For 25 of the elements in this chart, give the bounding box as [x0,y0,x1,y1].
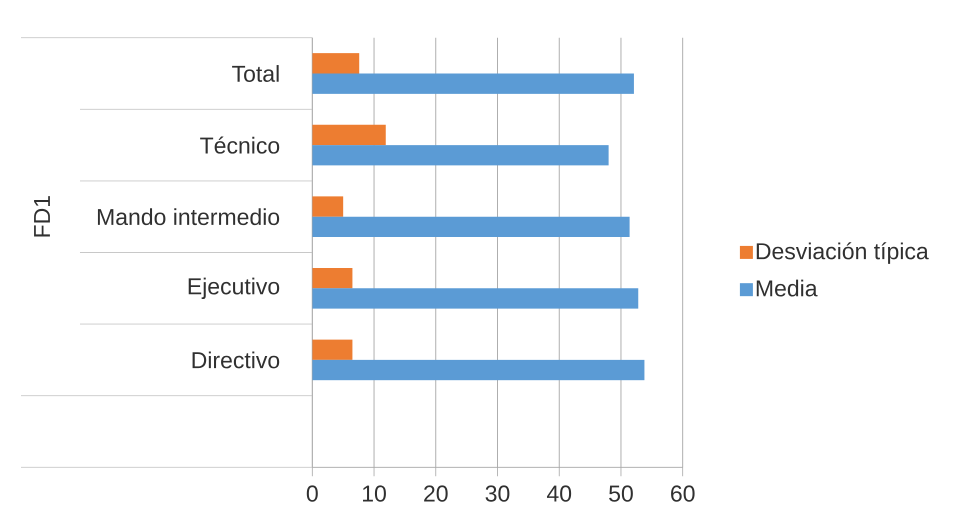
bar [312,74,634,94]
bar [312,196,344,217]
legend-label: Media [756,280,818,296]
bar [312,124,386,146]
x-tick-label: 50 [609,485,633,502]
y-tick-label: Técnico [200,136,280,154]
x-tick-label: 10 [363,485,386,502]
bar [312,268,352,288]
y-tick-label: Mando intermedio [98,208,280,226]
bar [312,340,352,360]
bar [312,216,630,238]
y-axis-title: FD1 [34,196,50,237]
bar [312,145,609,166]
x-tick-label: 0 [306,485,318,502]
x-tick-label: 20 [424,485,448,502]
x-tick-label: 30 [486,485,510,502]
y-tick-label: Ejecutivo [188,278,280,300]
bar [312,360,644,380]
y-tick-label: Directivo [192,351,280,368]
y-tick-label: Total [232,65,279,82]
x-tick-label: 40 [546,485,572,502]
x-tick-label: 60 [671,485,695,502]
bar [312,53,360,74]
legend-label: Desviación típica [756,242,929,264]
bar [312,288,638,309]
